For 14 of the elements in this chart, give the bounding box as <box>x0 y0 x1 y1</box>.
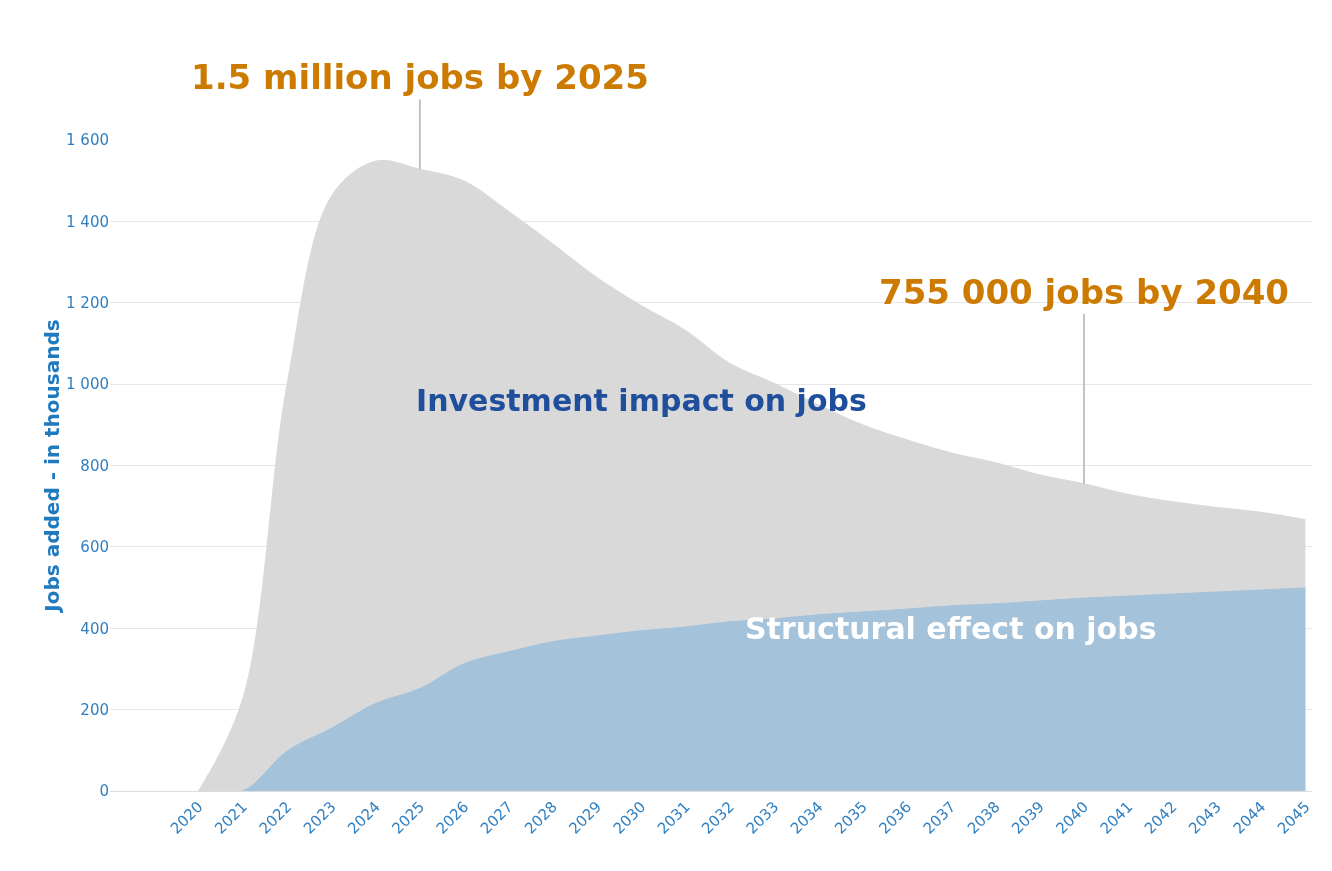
y-tick-label: 800 <box>80 456 109 475</box>
series-label: Investment impact on jobs <box>416 383 867 418</box>
y-axis-title: Jobs added - in thousands <box>40 319 65 614</box>
y-tick-label: 200 <box>80 700 109 719</box>
y-tick-label: 1 000 <box>66 375 109 394</box>
y-tick-label: 1 200 <box>66 294 109 312</box>
annotation: 755 000 jobs by 2040 <box>879 272 1290 312</box>
y-tick-label: 0 <box>99 782 109 801</box>
y-tick-label: 1 400 <box>66 212 109 231</box>
annotation: 1.5 million jobs by 2025 <box>191 57 649 97</box>
y-tick-label: 1 600 <box>66 131 109 150</box>
y-tick-label: 400 <box>80 619 109 638</box>
y-tick-label: 600 <box>80 538 109 557</box>
series-label: Structural effect on jobs <box>745 611 1157 646</box>
